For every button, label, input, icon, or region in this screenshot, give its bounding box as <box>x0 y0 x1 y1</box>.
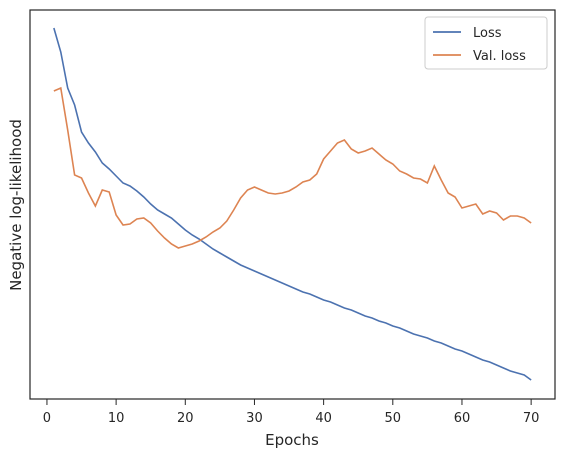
x-axis-label: Epochs <box>265 431 319 449</box>
x-tick-label: 40 <box>315 411 332 426</box>
line-series <box>53 86 532 249</box>
x-tick-label: 30 <box>246 411 263 426</box>
x-tick-label: 70 <box>523 411 540 426</box>
legend-box <box>424 16 548 70</box>
x-tick-label: 50 <box>385 411 402 426</box>
x-tick-label: 20 <box>177 411 194 426</box>
y-axis-label: Negative log-likelihood <box>7 119 25 291</box>
legend-label: Val. loss <box>473 49 526 64</box>
plot-frame <box>29 9 556 400</box>
x-tick-label: 60 <box>454 411 471 426</box>
line-series <box>53 27 532 381</box>
x-tick-label: 0 <box>43 411 51 426</box>
legend-label: Loss <box>473 26 502 41</box>
x-tick-label: 10 <box>108 411 125 426</box>
